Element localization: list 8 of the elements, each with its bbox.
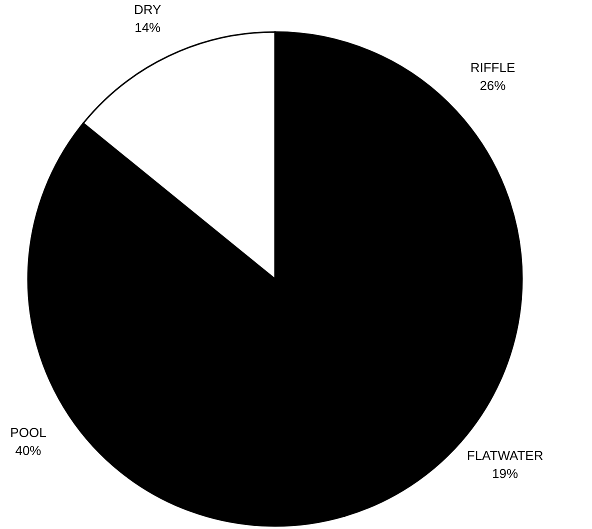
data-label: 26% [480,78,506,93]
slice-label: DRY [134,2,162,17]
slice-label: POOL [10,425,46,440]
slice-label: RIFFLE [470,60,516,75]
data-label: 40% [15,443,42,458]
slice-label: FLATWATER [466,448,544,463]
data-label: 19% [492,466,518,481]
data-label: 14% [134,20,162,35]
